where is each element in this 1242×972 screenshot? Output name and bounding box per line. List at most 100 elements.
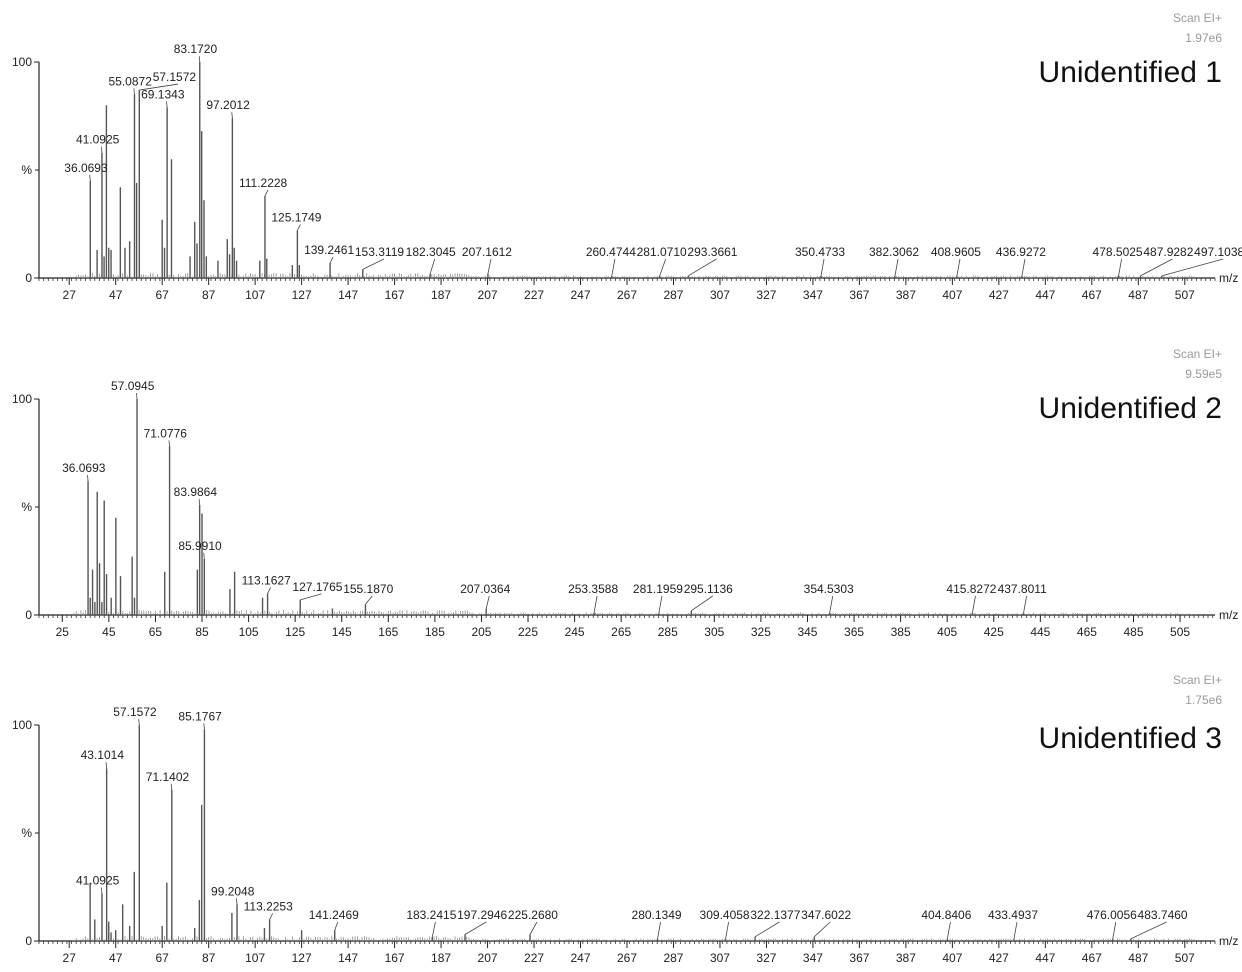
peak-leader-line: [754, 921, 780, 938]
peak-leader-line: [100, 887, 103, 894]
peak-leader-line: [231, 112, 233, 119]
x-tick-label: 247: [571, 951, 591, 965]
x-tick-label: 347: [803, 288, 823, 302]
peak-label: 436.9272: [996, 245, 1046, 259]
peak-leader-line: [657, 921, 661, 939]
x-tick-label: 147: [338, 951, 358, 965]
peak-label: 350.4733: [795, 245, 845, 259]
peak-label: 57.0945: [111, 379, 155, 393]
x-tick-label: 125: [285, 625, 305, 639]
peak-label: 141.2469: [309, 908, 359, 922]
peak-label: 139.2461: [304, 243, 354, 257]
peak-label: 111.2228: [239, 176, 288, 190]
peak-label: 83.9864: [174, 485, 218, 499]
x-tick-label: 305: [704, 625, 724, 639]
x-tick-label: 345: [797, 625, 817, 639]
peak-label: 497.1038: [1194, 245, 1242, 259]
peak-leader-line: [166, 101, 168, 108]
x-tick-label: 187: [431, 951, 451, 965]
peak-label: 41.0925: [76, 133, 120, 147]
peak-label: 207.0364: [460, 582, 510, 596]
peak-leader-line: [236, 898, 238, 905]
x-tick-label: 85: [195, 625, 209, 639]
x-tick-label: 205: [471, 625, 491, 639]
x-tick-label: 207: [478, 951, 498, 965]
peak-leader-line: [1023, 595, 1028, 613]
peak-label: 182.3045: [406, 245, 456, 259]
spectrum-panel-1: Scan EI+ 1.97e6 Unidentified 1 0 100% 27 47 67 8…: [12, 11, 1242, 302]
x-tick-label: 467: [1082, 288, 1102, 302]
peak-leader-line: [168, 440, 170, 447]
peak-label: 197.2946: [457, 908, 507, 922]
peak-label: 113.2253: [244, 899, 293, 913]
x-tick-label: 245: [565, 625, 585, 639]
peak-label: 281.1959: [633, 582, 683, 596]
peak-leader-line: [203, 552, 205, 559]
x-tick-label: 365: [844, 625, 864, 639]
peak-leader-line: [1140, 258, 1173, 277]
peak-label: 281.0710: [637, 245, 687, 259]
peak-leader-line: [1118, 258, 1122, 276]
peak-leader-line: [659, 258, 667, 276]
x-tick-label: 367: [849, 951, 869, 965]
x-tick-label: 385: [891, 625, 911, 639]
peak-label: 354.5303: [804, 582, 854, 596]
x-tick-label: 67: [155, 288, 169, 302]
spectrum-panel-3: Scan EI+ 1.75e6 Unidentified 3 0 100% 27 47 67 8…: [12, 673, 1238, 965]
peak-label: 55.0872: [108, 74, 152, 88]
peak-label: 253.3588: [568, 582, 618, 596]
x-tick-label: 427: [989, 951, 1009, 965]
peak-leader-line: [429, 258, 436, 274]
x-tick-label: 405: [937, 625, 957, 639]
spectrum-panel-2: Scan EI+ 9.59e5 Unidentified 2 0 100% 25 45 65 8…: [12, 347, 1238, 639]
scan-mode-label: Scan EI+: [1173, 347, 1222, 361]
peak-leader-line: [87, 475, 89, 482]
x-tick-label: 27: [63, 951, 77, 965]
peak-leader-line: [133, 88, 135, 95]
peak-label: 322.1377: [750, 908, 800, 922]
x-tick-label: 427: [989, 288, 1009, 302]
peak-label: 415.8272: [946, 582, 996, 596]
x-tick-label: 67: [155, 951, 169, 965]
peak-leader-line: [894, 258, 899, 276]
peak-leader-line: [688, 258, 717, 277]
x-tick-label: 227: [524, 288, 544, 302]
baseline-noise: [73, 609, 1195, 615]
peak-label: 437.8011: [998, 582, 1047, 596]
x-tick-label: 105: [239, 625, 259, 639]
peak-leader-line: [297, 224, 301, 231]
peak-leader-line: [362, 258, 385, 270]
x-tick-label: 487: [1128, 288, 1148, 302]
y-tick-label: 100: [12, 55, 32, 69]
x-tick-label: 27: [63, 288, 77, 302]
x-tick-label: 467: [1082, 951, 1102, 965]
peak-leader-line: [529, 921, 538, 935]
peak-label: 433.4937: [988, 908, 1038, 922]
x-tick-label: 445: [1030, 625, 1050, 639]
y-tick-label: 100: [12, 392, 32, 406]
x-tick-label: 247: [571, 288, 591, 302]
peak-label: 125.1749: [271, 210, 321, 224]
peak-label: 127.1765: [292, 580, 342, 594]
x-tick-label: 485: [1123, 625, 1143, 639]
peak-leader-line: [972, 595, 976, 613]
x-tick-label: 107: [245, 288, 265, 302]
peak-label: 85.9910: [178, 539, 222, 553]
peak-leader-line: [264, 189, 269, 197]
x-tick-label: 87: [202, 288, 216, 302]
peak-label: 207.1612: [462, 245, 512, 259]
x-tick-label: 267: [617, 288, 637, 302]
peak-leader-line: [136, 392, 138, 400]
peak-label: 404.8406: [921, 908, 971, 922]
x-tick-label: 185: [425, 625, 445, 639]
baseline-noise: [75, 935, 1195, 941]
x-tick-label: 325: [751, 625, 771, 639]
x-tick-label: 45: [102, 625, 116, 639]
peak-leader-line: [487, 258, 492, 274]
x-tick-label: 127: [292, 288, 312, 302]
peak-label: 153.3119: [355, 245, 404, 259]
peak-label: 69.1343: [141, 87, 185, 101]
x-axis-label: m/z: [1219, 934, 1238, 948]
x-tick-label: 127: [292, 951, 312, 965]
x-tick-label: 265: [611, 625, 631, 639]
